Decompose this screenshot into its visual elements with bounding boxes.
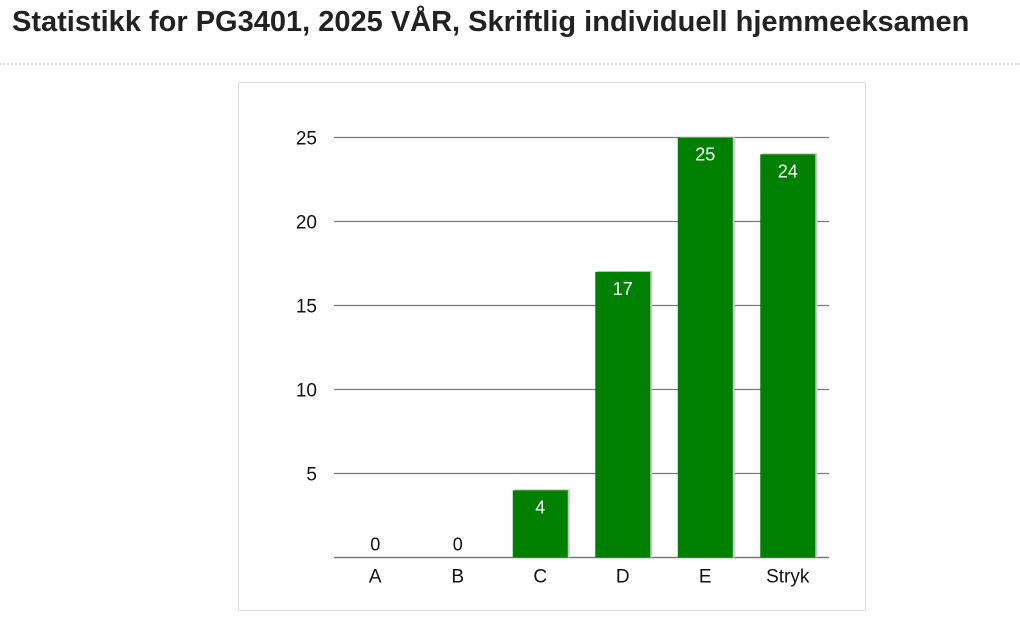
bar-value-label: 25	[695, 145, 715, 165]
x-tick-label: E	[699, 567, 712, 588]
gridlines	[334, 136, 829, 559]
x-tick-label: A	[369, 567, 382, 588]
bar-chart: 0 0 4 17 25 24 A B C D E Stryk 5 10 15 20 25	[296, 129, 829, 588]
y-tick-label: 10	[296, 381, 317, 402]
x-tick-label: Stryk	[766, 567, 810, 588]
bar-value-label: 24	[778, 161, 798, 181]
bar-value-label: 0	[453, 535, 463, 555]
bar	[512, 490, 568, 558]
y-tick-label: 5	[306, 465, 317, 486]
bar-value-label: 4	[535, 497, 545, 517]
bar-value-label: 17	[613, 279, 633, 299]
x-tick-label: B	[451, 567, 464, 588]
bars	[512, 136, 818, 558]
bar-value-label: 0	[370, 535, 380, 555]
x-tick-label: D	[616, 567, 630, 588]
data-labels: 0 0 4 17 25 24	[370, 145, 798, 555]
bar	[677, 137, 733, 558]
y-tick-label: 25	[296, 129, 317, 150]
title-divider	[0, 63, 1020, 65]
bar	[760, 154, 816, 558]
chart-frame: 0 0 4 17 25 24 A B C D E Stryk 5 10 15 20 25	[238, 82, 866, 611]
x-axis-ticks: A B C D E Stryk	[369, 567, 810, 588]
y-axis-ticks: 5 10 15 20 25	[296, 129, 317, 486]
page-title: Statistikk for PG3401, 2025 VÅR, Skriftl…	[12, 6, 970, 38]
y-tick-label: 15	[296, 297, 317, 318]
x-tick-label: C	[533, 567, 547, 588]
bar	[595, 271, 651, 558]
y-tick-label: 20	[296, 213, 317, 234]
